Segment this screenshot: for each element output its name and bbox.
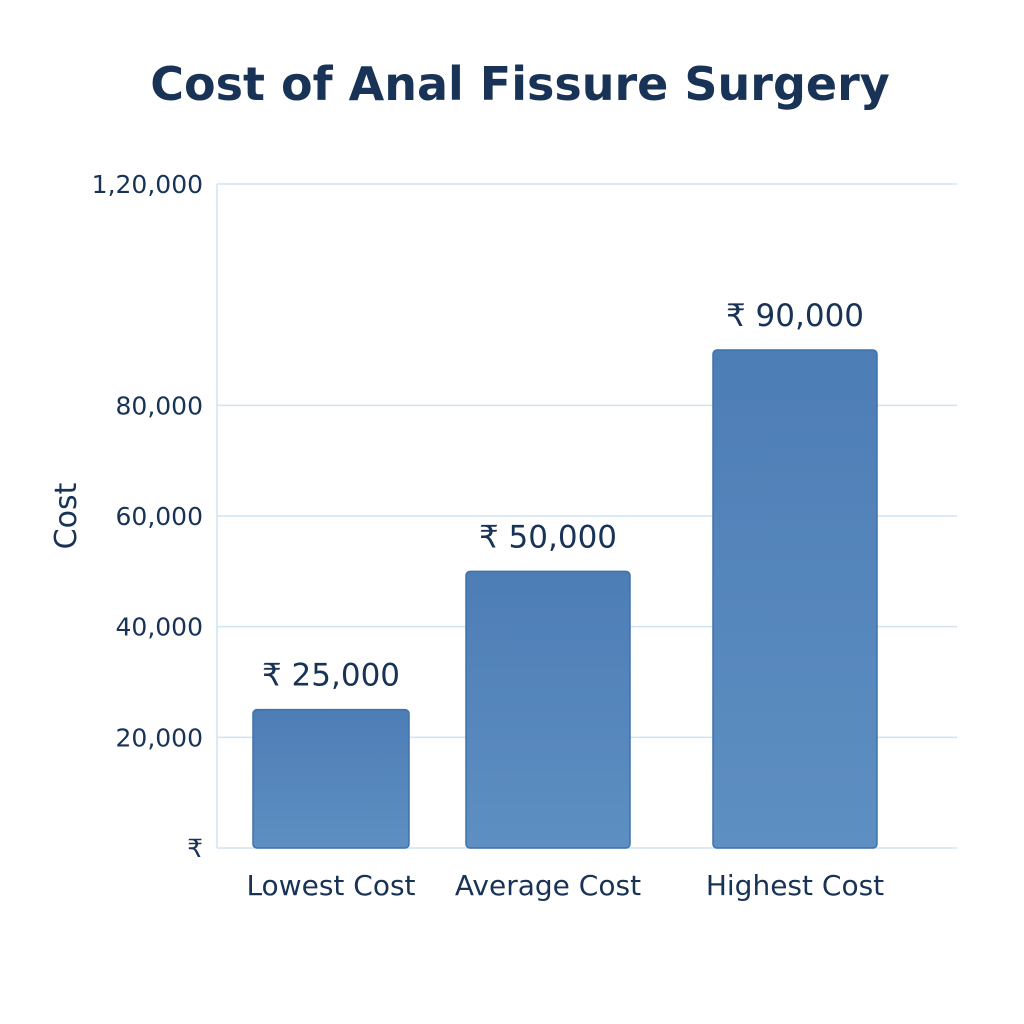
bar bbox=[465, 570, 631, 849]
y-tick-label: 1,20,000 bbox=[92, 170, 203, 199]
y-tick-label: 80,000 bbox=[116, 391, 203, 420]
x-axis-categories: Lowest Cost Average Cost Highest Cost bbox=[246, 869, 884, 902]
y-axis-ticks: ₹20,000 40,000 60,000 80,000 1,20,000 bbox=[92, 170, 203, 863]
x-category-label: Lowest Cost bbox=[246, 869, 415, 902]
chart-title: Cost of Anal Fissure Surgery bbox=[150, 57, 890, 111]
y-axis-label: Cost bbox=[49, 482, 84, 549]
y-tick-label: ₹ bbox=[187, 834, 203, 863]
bars bbox=[252, 349, 878, 849]
value-labels: ₹ 25,000 ₹ 50,000 ₹ 90,000 bbox=[262, 298, 864, 694]
x-category-label: Average Cost bbox=[455, 869, 641, 902]
x-category-label: Highest Cost bbox=[706, 869, 884, 902]
y-tick-label: 60,000 bbox=[116, 502, 203, 531]
bar-value-label: ₹ 25,000 bbox=[262, 658, 400, 694]
y-tick-label: 20,000 bbox=[116, 723, 203, 752]
bar bbox=[712, 349, 878, 849]
y-tick-label: 40,000 bbox=[116, 613, 203, 642]
bar-value-label: ₹ 90,000 bbox=[726, 298, 864, 334]
bar-value-label: ₹ 50,000 bbox=[479, 519, 617, 555]
bar bbox=[252, 708, 410, 849]
